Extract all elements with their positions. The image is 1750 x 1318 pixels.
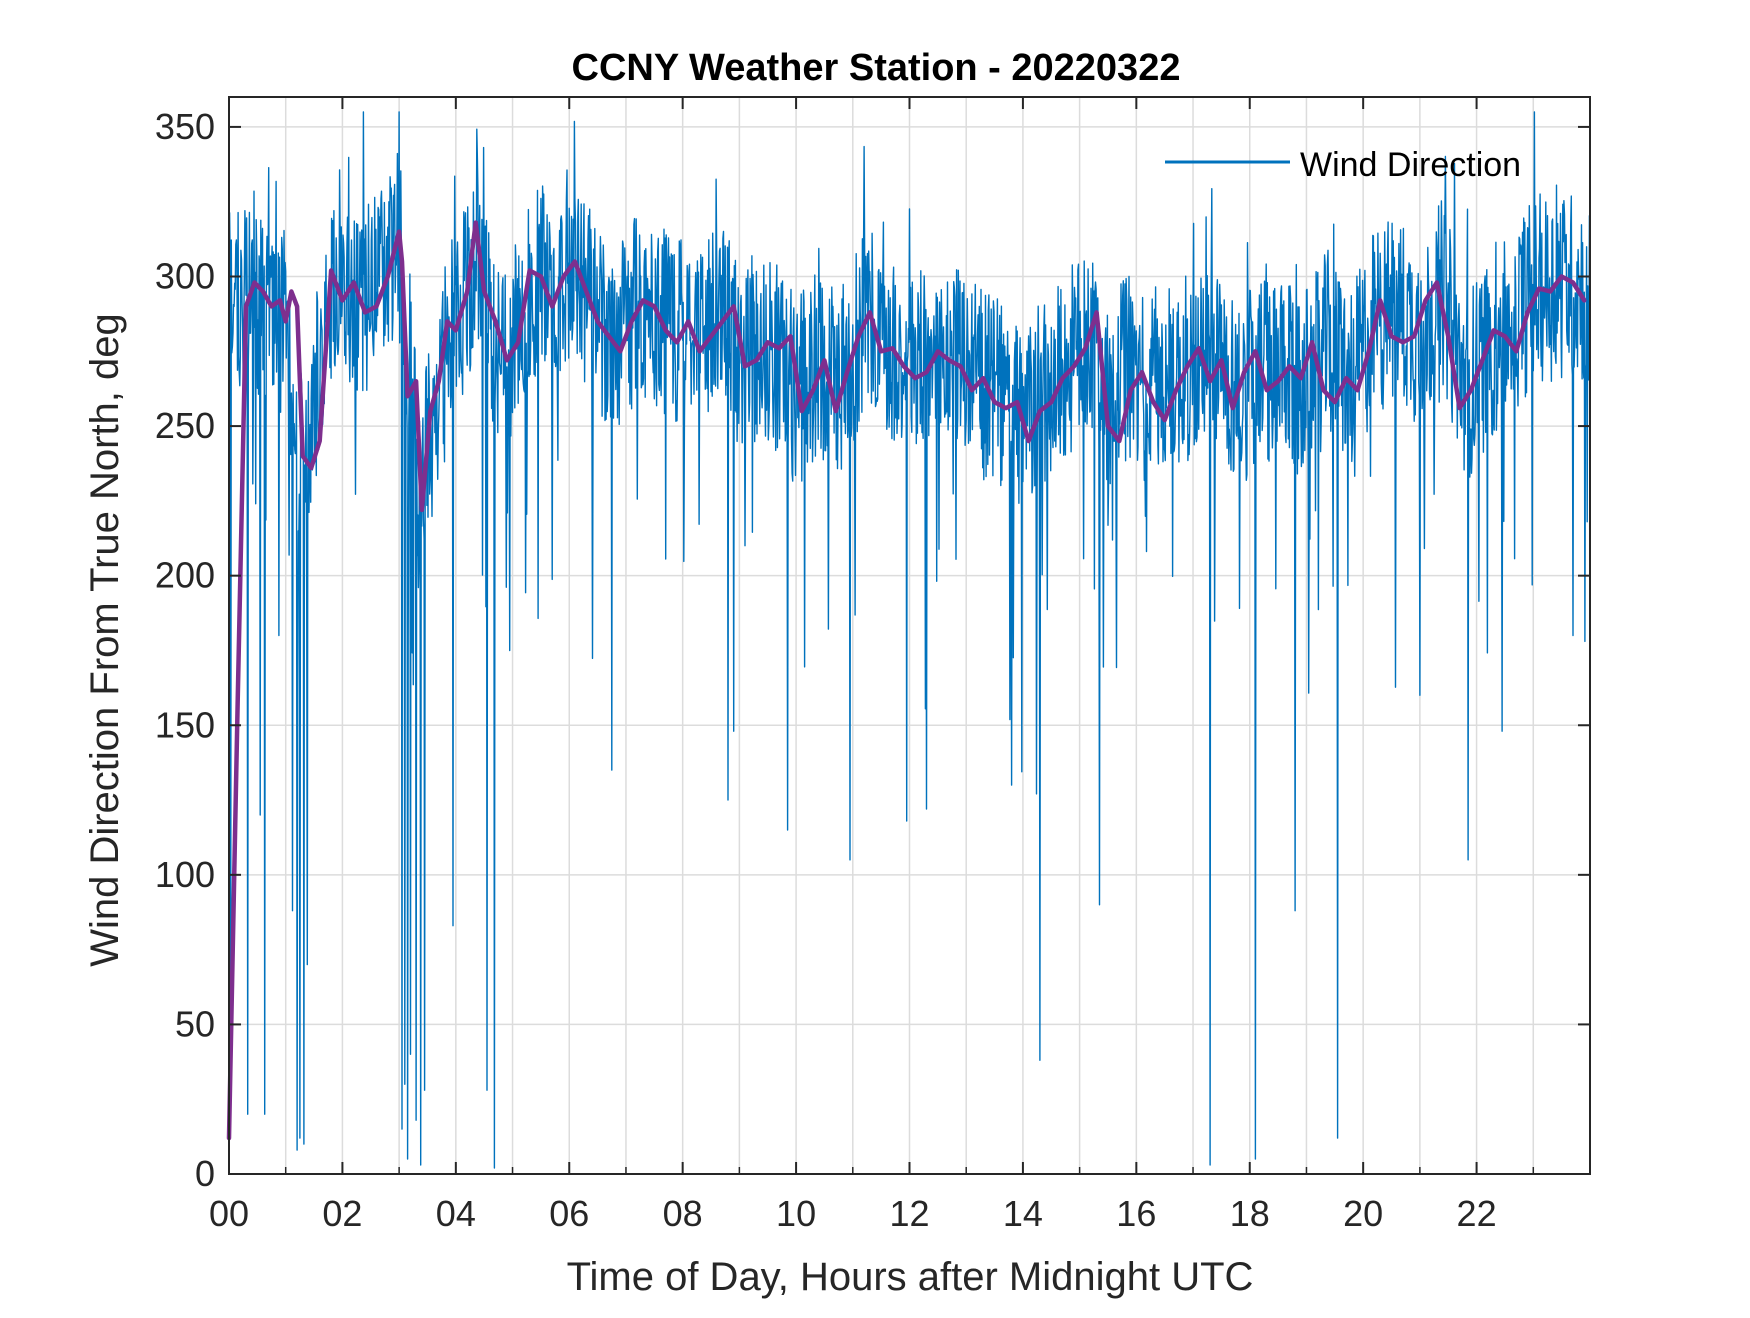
legend-label-wind-direction: Wind Direction — [1300, 146, 1521, 184]
y-tick-label: 150 — [155, 704, 215, 745]
x-tick-label: 18 — [1230, 1193, 1270, 1234]
chart-title: CCNY Weather Station - 20220322 — [572, 47, 1181, 89]
x-tick-label: 10 — [776, 1193, 816, 1234]
x-tick-label: 02 — [322, 1193, 362, 1234]
axes: 00 02 04 06 08 10 12 14 16 18 20 22 0 50 100 150 200 250 3… — [155, 96, 1591, 1234]
x-tick-label: 22 — [1457, 1193, 1497, 1234]
y-tick-label: 50 — [175, 1003, 215, 1044]
y-tick-label: 100 — [155, 854, 215, 895]
y-tick-label: 350 — [155, 106, 215, 147]
x-tick-label: 12 — [889, 1193, 929, 1234]
x-tick-label: 06 — [549, 1193, 589, 1234]
y-tick-label: 250 — [155, 405, 215, 446]
x-tick-label: 16 — [1116, 1193, 1156, 1234]
y-tick-label: 0 — [195, 1153, 215, 1194]
x-tick-label: 08 — [663, 1193, 703, 1234]
y-tick-label: 300 — [155, 256, 215, 297]
x-tick-label: 20 — [1343, 1193, 1383, 1234]
legend: Wind Direction — [1165, 146, 1521, 184]
x-tick-label: 00 — [209, 1193, 249, 1234]
series-running-mean-line — [226, 220, 1587, 1141]
x-tick-label: 04 — [436, 1193, 476, 1234]
plot-area — [226, 111, 1591, 1169]
x-axis-label: Time of Day, Hours after Midnight UTC — [567, 1255, 1254, 1299]
x-tick-label: 14 — [1003, 1193, 1043, 1234]
y-tick-label: 200 — [155, 555, 215, 596]
y-axis-label: Wind Direction From True North, deg — [83, 313, 127, 967]
series-wind-direction-line — [228, 111, 1591, 1169]
